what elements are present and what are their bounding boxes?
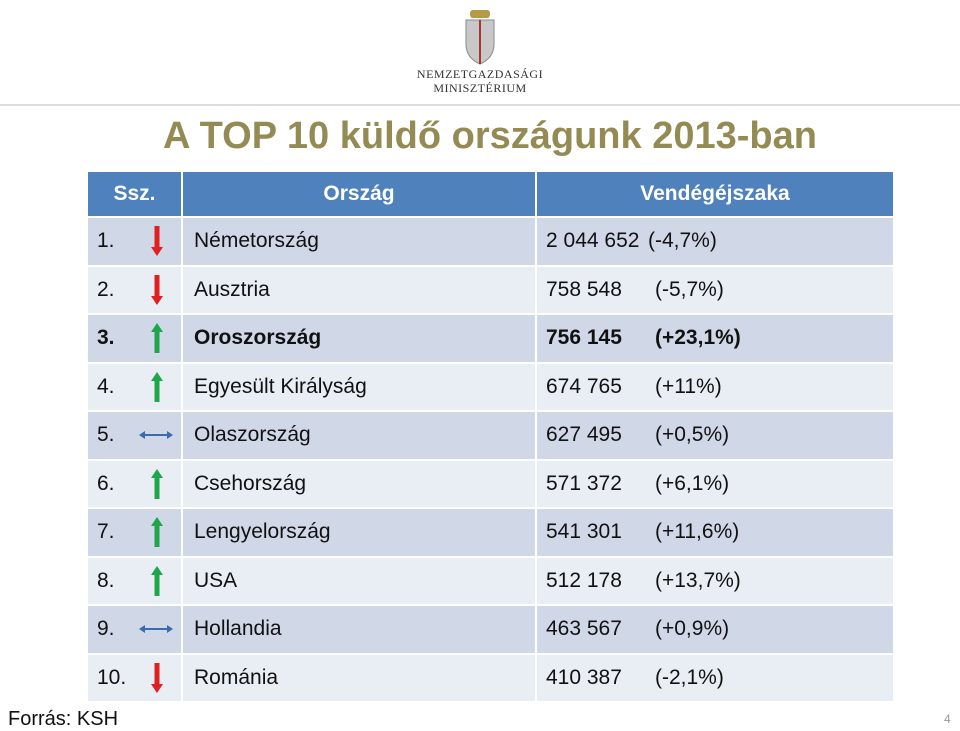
nights: 756 145 — [546, 326, 622, 350]
nights: 674 765 — [546, 374, 622, 398]
country: Németország — [194, 229, 319, 253]
trend-arrow — [150, 509, 164, 556]
rank: 8. — [97, 568, 115, 592]
table-cell — [183, 460, 535, 507]
change: (-2,1%) — [655, 665, 724, 689]
country: Ausztria — [194, 277, 270, 301]
country: Olaszország — [194, 423, 311, 447]
rank: 2. — [97, 277, 115, 301]
rank: 6. — [97, 471, 115, 495]
change: (-4,7%) — [648, 229, 717, 253]
table-cell — [183, 606, 535, 653]
trend-arrow — [150, 218, 164, 265]
table-cell — [183, 363, 535, 410]
table-cell — [537, 363, 893, 410]
rank: 9. — [97, 617, 115, 641]
trend-arrow — [150, 364, 164, 411]
rank: 5. — [97, 423, 115, 447]
column-header: Ssz. — [88, 172, 181, 216]
rank: 7. — [97, 520, 115, 544]
ministry-line: Minisztérium — [433, 81, 527, 95]
source-note: Forrás: KSH — [8, 708, 119, 730]
table-cell — [183, 412, 535, 459]
country: Hollandia — [194, 617, 282, 641]
table-cell — [537, 218, 893, 265]
table-cell — [88, 509, 181, 556]
table-cell — [183, 509, 535, 556]
change: (+13,7%) — [655, 568, 741, 592]
trend-arrow — [150, 315, 164, 362]
slide-title: A TOP 10 küldő országunk 2013-ban — [163, 115, 817, 157]
country: Lengyelország — [194, 520, 331, 544]
nights: 571 372 — [546, 471, 622, 495]
table-cell — [537, 266, 893, 313]
header-graphics — [0, 10, 960, 106]
table-cell — [183, 315, 535, 362]
trend-arrow — [150, 655, 164, 702]
ministry-line: Nemzetgazdasági — [416, 67, 544, 81]
coat-of-arms — [465, 10, 495, 65]
table-cell — [537, 315, 893, 362]
country: Egyesült Királyság — [194, 374, 367, 398]
table-cell — [88, 218, 181, 265]
change: (+23,1%) — [655, 326, 741, 350]
rank: 3. — [97, 326, 115, 350]
table-cell — [183, 557, 535, 604]
trend-arrow — [138, 606, 174, 653]
table-cell — [88, 363, 181, 410]
change: (+11%) — [655, 374, 722, 398]
nights: 627 495 — [546, 423, 622, 447]
country: Csehország — [194, 471, 307, 495]
ministry-name: Nemzetgazdasági Minisztérium — [380, 67, 580, 95]
country: Románia — [194, 665, 279, 689]
table-cell — [88, 315, 181, 362]
change: (+0,5%) — [655, 423, 730, 447]
nights: 512 178 — [546, 568, 622, 592]
trend-arrow — [150, 461, 164, 508]
trend-arrow — [150, 558, 164, 605]
table-cell — [537, 557, 893, 604]
table-cell — [537, 654, 893, 701]
table-cell — [88, 460, 181, 507]
change: (+11,6%) — [655, 520, 740, 544]
nights: 463 567 — [546, 617, 622, 641]
nights: 758 548 — [546, 277, 622, 301]
nights: 2 044 652 — [546, 229, 640, 253]
table-cell — [537, 606, 893, 653]
column-header: Vendégéjszaka — [537, 172, 893, 216]
nights: 541 301 — [546, 520, 622, 544]
table-cell — [537, 509, 893, 556]
country: USA — [194, 568, 238, 592]
change: (-5,7%) — [655, 277, 724, 301]
table-cell — [88, 266, 181, 313]
table-cell — [88, 557, 181, 604]
column-header: Ország — [183, 172, 535, 216]
nights: 410 387 — [546, 665, 622, 689]
table-cell — [183, 218, 535, 265]
rank: 10. — [97, 665, 127, 689]
table-cell — [183, 654, 535, 701]
table-cell — [537, 460, 893, 507]
trend-arrow — [150, 267, 164, 314]
change: (+6,1%) — [655, 471, 730, 495]
trend-arrow — [138, 412, 174, 459]
page-number: 4 — [944, 712, 951, 726]
rank: 1. — [97, 229, 115, 253]
table-cell — [183, 266, 535, 313]
change: (+0,9%) — [655, 617, 730, 641]
table-cell — [88, 654, 181, 701]
country: Oroszország — [194, 326, 322, 350]
table-cell — [537, 412, 893, 459]
rank: 4. — [97, 374, 115, 398]
